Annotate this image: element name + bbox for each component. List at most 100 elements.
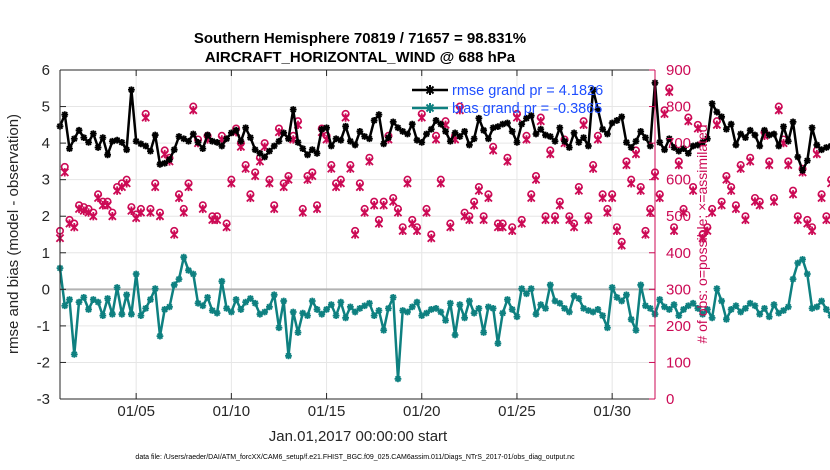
bias-point: [304, 312, 311, 320]
assimilated-obs-point: [327, 164, 336, 173]
bias-point: [427, 306, 435, 313]
rmse-point: [375, 111, 383, 118]
assimilated-obs-point: [622, 160, 631, 170]
bias-point: [142, 304, 150, 312]
assimilated-obs-point: [655, 193, 664, 203]
bias-point: [70, 351, 78, 358]
rmse-point: [223, 135, 230, 143]
rmse-point: [803, 157, 811, 165]
bias-point: [570, 292, 578, 300]
assimilated-obs-point: [360, 208, 369, 217]
bias-point: [242, 298, 250, 306]
rmse-point: [308, 146, 316, 154]
rmse-point: [465, 141, 473, 149]
rmse-point: [794, 153, 802, 161]
bias-point: [437, 308, 445, 316]
bias-point: [546, 281, 554, 289]
bias-point: [199, 302, 207, 310]
bias-point: [232, 296, 240, 303]
assimilated-obs-point: [241, 164, 250, 173]
rmse-point: [784, 137, 792, 145]
bias-point: [113, 284, 121, 291]
rmse-point: [385, 134, 392, 142]
rmse-point: [185, 137, 192, 145]
assimilated-obs-point: [693, 124, 703, 133]
rmse-point: [270, 142, 278, 150]
rmse-point: [684, 149, 692, 157]
rmse-point: [432, 117, 440, 124]
assimilated-obs-point: [408, 219, 417, 228]
rmse-point: [808, 124, 816, 132]
bias-point: [803, 270, 811, 278]
assimilated-obs-point: [507, 226, 517, 236]
assimilated-obs-point: [227, 179, 236, 188]
assimilated-obs-point: [626, 179, 636, 188]
rmse-point: [199, 145, 207, 152]
bias-point: [599, 312, 607, 320]
rmse-point: [342, 122, 349, 130]
legend-rmse-marker: [425, 85, 435, 95]
assimilated-obs-point: [298, 208, 307, 217]
rmse-point: [427, 125, 435, 133]
assimilated-obs-point: [70, 222, 79, 232]
rmse-point: [351, 141, 359, 149]
bias-point: [308, 297, 316, 305]
bias-point: [446, 299, 454, 307]
y-tick-label: -1: [37, 318, 50, 335]
bias-point: [89, 296, 97, 303]
rmse-point: [680, 145, 687, 152]
bias-point: [251, 299, 259, 307]
bias-point: [85, 306, 92, 313]
rmse-point: [313, 149, 321, 157]
rmse-point: [584, 142, 592, 150]
y-tick-label: 4: [42, 135, 50, 152]
rmse-point: [118, 138, 126, 146]
bias-point: [266, 303, 273, 311]
y-axis-label: rmse and bias (model - observation): [5, 114, 22, 354]
rmse-point: [327, 142, 335, 150]
axes: [59, 69, 656, 400]
rmse-point: [822, 144, 830, 151]
rmse-point: [123, 146, 131, 154]
legend-bias-label: bias grand pr = -0.3865: [452, 101, 602, 117]
bias-point: [289, 308, 297, 316]
assimilated-obs-point: [774, 105, 783, 115]
assimilated-obs-point: [684, 116, 693, 126]
assimilated-obs-point: [717, 201, 726, 210]
assimilated-obs-point: [469, 201, 479, 210]
assimilated-obs-point: [269, 204, 279, 214]
y-tick-label: 6: [42, 62, 50, 79]
bias-point: [323, 306, 330, 313]
assimilated-obs-point: [417, 113, 426, 122]
y2-tick-label: 0: [666, 391, 674, 408]
bias-point: [356, 304, 364, 312]
assimilated-obs-point: [341, 113, 350, 122]
y-tick-label: 2: [42, 208, 50, 225]
assimilated-obs-point: [103, 201, 112, 210]
assimilated-obs-point: [179, 208, 188, 217]
bias-point: [732, 302, 740, 310]
bias-point: [532, 310, 540, 318]
rmse-point: [461, 128, 468, 135]
rmse-point: [504, 119, 511, 127]
rmse-point: [437, 120, 445, 128]
bias-point: [66, 296, 73, 303]
bias-point: [175, 275, 183, 283]
bias-point: [604, 324, 611, 332]
rmse-point: [551, 137, 559, 145]
plot-area: [60, 70, 655, 399]
bias-point: [451, 331, 459, 339]
rmse-point: [589, 86, 597, 94]
rmse-point: [418, 138, 426, 146]
assimilated-obs-point: [660, 109, 669, 119]
assimilated-obs-point: [750, 197, 760, 206]
assimilated-obs-point: [765, 160, 774, 170]
rmse-point: [128, 86, 135, 94]
rmse-point: [204, 131, 211, 139]
bias-point: [166, 303, 173, 311]
rmse-point: [75, 126, 83, 134]
assimilated-obs-point: [536, 116, 545, 126]
assimilated-obs-point: [555, 201, 565, 210]
bias-point: [523, 290, 530, 298]
rmse-point: [661, 146, 668, 154]
